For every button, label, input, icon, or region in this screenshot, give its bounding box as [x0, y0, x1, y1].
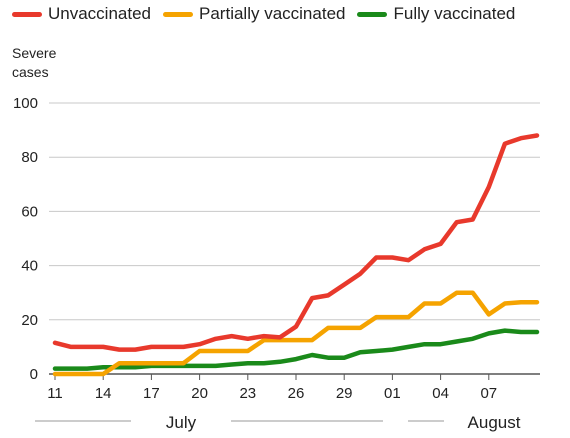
y-tick-label-40: 40: [21, 258, 38, 275]
legend-swatch-unvaccinated: [12, 11, 42, 17]
legend-item-fully-vaccinated: Fully vaccinated: [357, 4, 515, 24]
x-tick-label-26: 26: [288, 385, 305, 402]
x-tick-label-01: 01: [384, 385, 401, 402]
series-line-fully-vaccinated: [52, 328, 540, 371]
legend-item-partially-vaccinated: Partially vaccinated: [163, 4, 345, 24]
x-tick-label-20: 20: [191, 385, 208, 402]
x-tick-label-11: 11: [47, 385, 63, 402]
legend: Unvaccinated Partially vaccinated Fully …: [12, 4, 527, 24]
x-tick-label-17: 17: [143, 385, 160, 402]
legend-label-unvaccinated: Unvaccinated: [48, 4, 152, 23]
month-labels: July August: [35, 413, 521, 432]
y-tick-label-0: 0: [30, 366, 38, 383]
y-axis-label: Severe cases: [12, 44, 56, 82]
legend-label-fully-vaccinated: Fully vaccinated: [393, 4, 516, 23]
x-tick-labels: 11 14 17 20 23 26 29 01 04 07: [47, 374, 497, 402]
series-line-partially-vaccinated: [52, 290, 540, 377]
y-tick-labels: 0 20 40 60 80 100: [13, 95, 38, 383]
x-tick-label-04: 04: [432, 385, 449, 402]
legend-swatch-fully-vaccinated: [357, 11, 388, 17]
x-tick-label-23: 23: [239, 385, 256, 402]
series-line-unvaccinated: [52, 133, 540, 352]
y-tick-label-100: 100: [13, 95, 38, 112]
y-tick-label-20: 20: [21, 312, 38, 329]
x-tick-label-14: 14: [95, 385, 112, 402]
x-tick-label-07: 07: [480, 385, 497, 402]
x-tick-label-29: 29: [336, 385, 353, 402]
gridlines: [49, 102, 540, 375]
month-label-july: July: [166, 413, 197, 432]
legend-swatch-partially-vaccinated: [163, 11, 194, 17]
month-label-august: August: [468, 413, 521, 432]
series-lines: [52, 133, 540, 377]
y-tick-label-80: 80: [21, 149, 38, 166]
y-axis-label-text: Severe cases: [12, 45, 57, 80]
y-tick-label-60: 60: [21, 203, 38, 220]
legend-item-unvaccinated: Unvaccinated: [12, 4, 151, 24]
legend-label-partially-vaccinated: Partially vaccinated: [199, 4, 346, 23]
